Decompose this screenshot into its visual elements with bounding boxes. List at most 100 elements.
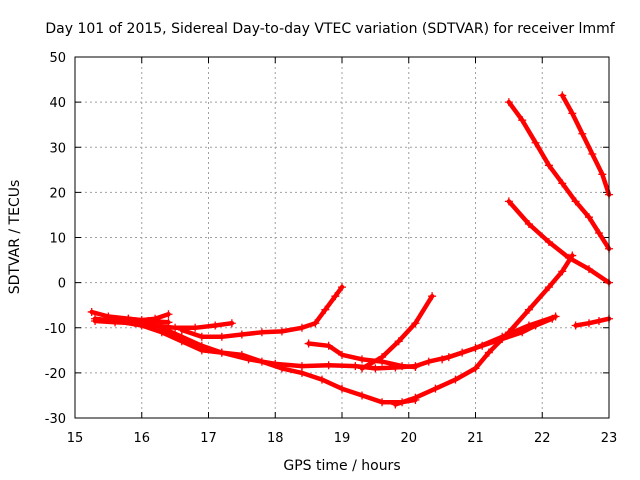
data-point-marker: [544, 283, 553, 292]
data-point-marker: [524, 219, 533, 228]
series-track-4: [126, 311, 171, 323]
x-tick-label: 18: [267, 431, 284, 446]
data-point-marker: [531, 321, 540, 330]
series-group: [87, 91, 613, 409]
data-point-marker: [498, 335, 507, 344]
data-point-marker: [424, 357, 433, 366]
data-point-marker: [524, 305, 533, 314]
data-point-marker: [297, 362, 306, 371]
data-point-marker: [351, 362, 360, 371]
data-point-marker: [317, 375, 326, 384]
data-point-marker: [197, 332, 206, 341]
data-point-marker: [411, 393, 420, 402]
data-point-marker: [391, 400, 400, 409]
data-point-marker: [164, 310, 173, 319]
data-point-marker: [484, 348, 493, 357]
data-point-marker: [177, 332, 186, 341]
y-tick-label: 40: [49, 96, 66, 111]
data-point-marker: [321, 305, 330, 314]
data-point-marker: [588, 150, 597, 159]
series-track-12: [506, 99, 612, 252]
data-point-marker: [378, 353, 387, 362]
y-tick-label: 30: [49, 141, 66, 156]
series-track-13: [560, 93, 612, 197]
y-tick-label: 20: [49, 186, 66, 201]
data-point-marker: [137, 316, 146, 325]
data-point-marker: [227, 319, 236, 328]
data-point-marker: [548, 314, 557, 323]
x-tick-label: 17: [200, 431, 217, 446]
data-point-marker: [338, 384, 346, 393]
data-point-marker: [594, 316, 603, 325]
data-point-marker: [568, 109, 577, 118]
data-point-marker: [111, 316, 120, 325]
data-point-marker: [244, 355, 253, 364]
data-point-marker: [91, 314, 100, 323]
data-point-marker: [358, 391, 367, 400]
x-tick-label: 22: [534, 431, 551, 446]
data-point-marker: [324, 341, 333, 350]
data-point-marker: [197, 341, 206, 350]
series-track-11: [506, 199, 612, 285]
x-tick-label: 21: [467, 431, 484, 446]
data-point-marker: [571, 321, 580, 330]
data-point-marker: [594, 228, 603, 237]
data-point-marker: [584, 213, 593, 222]
data-point-marker: [518, 116, 527, 125]
data-point-marker: [324, 361, 333, 370]
data-point-marker: [438, 355, 447, 364]
data-point-marker: [558, 267, 567, 276]
data-point-marker: [217, 348, 226, 357]
series-track-8: [359, 293, 435, 371]
data-point-marker: [504, 98, 513, 107]
data-point-marker: [571, 197, 580, 206]
y-tick-label: 10: [49, 232, 66, 247]
data-point-marker: [211, 321, 220, 330]
data-point-marker: [544, 238, 553, 247]
axis-ticks: 15 16 17 18 19 20 21 22 23 -30 -20 -10 0 10 20 30 40 50: [45, 51, 618, 446]
data-point-marker: [398, 362, 407, 371]
data-point-marker: [277, 327, 286, 336]
y-tick-label: 50: [49, 51, 66, 66]
y-tick-label: 0: [58, 277, 66, 292]
data-point-marker: [358, 364, 367, 373]
data-point-marker: [271, 359, 280, 368]
data-point-marker: [451, 375, 460, 384]
data-point-marker: [151, 314, 160, 323]
data-point-marker: [428, 292, 437, 301]
data-point-marker: [338, 350, 346, 359]
data-point-marker: [558, 179, 567, 188]
x-tick-label: 16: [133, 431, 150, 446]
data-point-marker: [411, 319, 420, 328]
data-point-marker: [297, 323, 306, 332]
data-point-marker: [237, 330, 246, 339]
data-point-marker: [331, 292, 340, 301]
x-tick-label: 15: [67, 431, 84, 446]
data-point-marker: [564, 253, 573, 262]
data-point-marker: [304, 339, 313, 348]
grid-lines: [75, 57, 609, 418]
data-point-marker: [411, 363, 420, 372]
data-point-marker: [217, 332, 226, 341]
chart-title: Day 101 of 2015, Sidereal Day-to-day VTE…: [45, 21, 615, 37]
series-track-14: [573, 316, 612, 328]
data-point-marker: [544, 161, 553, 170]
data-point-marker: [171, 323, 180, 332]
data-point-marker: [394, 337, 403, 346]
data-point-marker: [124, 314, 133, 323]
x-axis-label: GPS time / hours: [283, 458, 400, 474]
data-point-marker: [87, 307, 96, 316]
x-tick-label: 23: [601, 431, 618, 446]
y-axis-label: SDTVAR / TECUs: [7, 180, 23, 295]
data-point-marker: [478, 341, 487, 350]
data-point-marker: [338, 283, 346, 292]
data-point-marker: [431, 384, 440, 393]
data-point-marker: [311, 319, 320, 328]
data-point-marker: [504, 197, 513, 206]
y-tick-label: -20: [45, 367, 66, 382]
data-point-marker: [471, 364, 480, 373]
data-point-marker: [518, 328, 527, 337]
data-point-marker: [191, 323, 200, 332]
data-point-marker: [297, 368, 306, 377]
